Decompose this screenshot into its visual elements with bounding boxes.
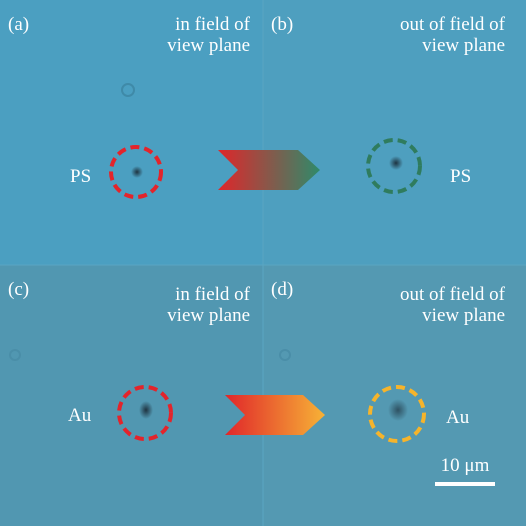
panel-label: (a) <box>8 14 29 35</box>
panel-label: (b) <box>271 14 293 35</box>
scale-bar <box>435 482 495 486</box>
panel-label: (c) <box>8 279 29 300</box>
particle-label: PS <box>70 166 91 187</box>
scale-bar-label: 10 μm <box>441 455 490 476</box>
figure: (a) (b) (c) (d) in field of view plane o… <box>0 0 526 526</box>
caption: in field of <box>175 284 251 305</box>
caption: view plane <box>167 305 250 326</box>
caption: view plane <box>422 35 505 56</box>
caption: out of field of <box>400 284 506 305</box>
panel-label: (d) <box>271 279 293 300</box>
caption: out of field of <box>400 14 506 35</box>
particle-label: Au <box>68 405 92 426</box>
particle-label: Au <box>446 407 470 428</box>
caption: in field of <box>175 14 251 35</box>
particle-label: PS <box>450 166 471 187</box>
caption: view plane <box>167 35 250 56</box>
caption: view plane <box>422 305 505 326</box>
